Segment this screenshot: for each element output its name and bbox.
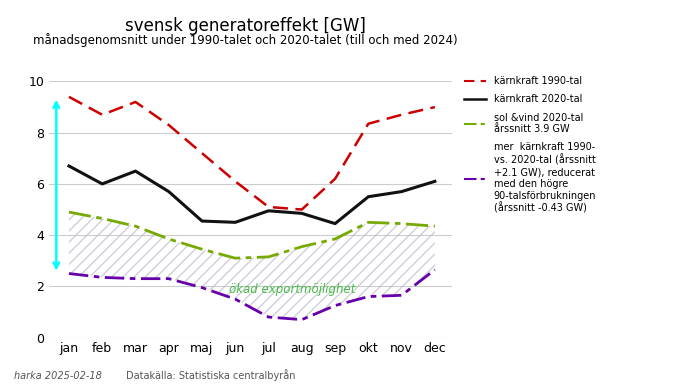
Text: ökad exportmöjlighet: ökad exportmöjlighet xyxy=(229,283,355,296)
Text: Datakälla: Statistiska centralbyrån: Datakälla: Statistiska centralbyrån xyxy=(126,369,295,381)
Legend: kärnkraft 1990-tal, kärnkraft 2020-tal, sol &vind 2020-tal
årssnitt 3.9 GW, mer : kärnkraft 1990-tal, kärnkraft 2020-tal, … xyxy=(464,76,596,214)
Text: månadsgenomsnitt under 1990-talet och 2020-talet (till och med 2024): månadsgenomsnitt under 1990-talet och 20… xyxy=(33,33,457,47)
Text: svensk generatoreffekt [GW]: svensk generatoreffekt [GW] xyxy=(125,17,365,35)
Text: harka 2025-02-18: harka 2025-02-18 xyxy=(14,371,102,381)
